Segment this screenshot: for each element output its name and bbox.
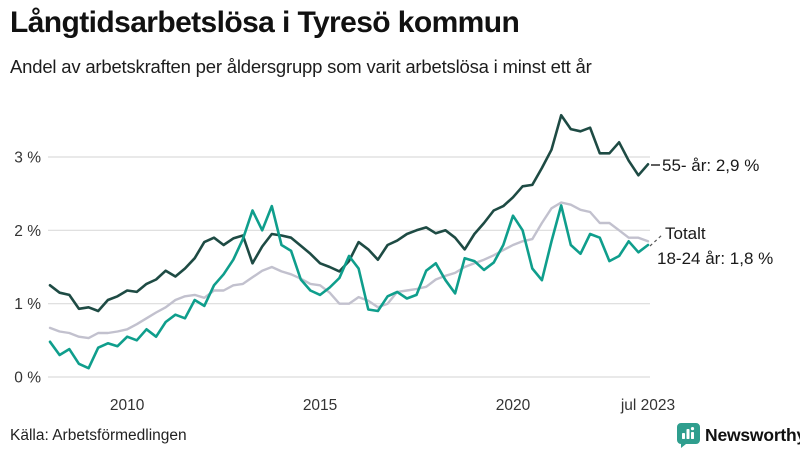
- x-tick-label: jul 2023: [620, 397, 675, 414]
- y-tick-label: 3 %: [14, 150, 41, 167]
- x-tick-label: 2020: [496, 397, 531, 414]
- source-attribution: Källa: Arbetsförmedlingen: [10, 427, 187, 444]
- chart-subtitle: Andel av arbetskraften per åldersgrupp s…: [10, 56, 592, 77]
- x-tick-label: 2010: [110, 397, 145, 414]
- series-line-totalt: [48, 201, 650, 340]
- newsworthy-logo-icon: [677, 423, 700, 448]
- y-tick-label: 0 %: [14, 370, 41, 387]
- y-tick-label: 2 %: [14, 223, 41, 240]
- series-end-label-55: 55- år: 2,9 %: [662, 156, 760, 175]
- series-end-label-totalt: Totalt: [665, 224, 706, 243]
- chart-title: Långtidsarbetslösa i Tyresö kommun: [10, 6, 520, 39]
- y-tick-label: 1 %: [14, 296, 41, 313]
- series-line-18-24-ar: [48, 204, 650, 370]
- newsworthy-brand: Newsworthy: [677, 423, 800, 448]
- series-end-label-18-24: 18-24 år: 1,8 %: [657, 249, 774, 268]
- newsworthy-wordmark: Newsworthy: [705, 425, 800, 445]
- leader-line-totalt: [649, 234, 663, 247]
- series-line-55-ar: [48, 113, 650, 313]
- x-tick-label: 2015: [303, 397, 337, 414]
